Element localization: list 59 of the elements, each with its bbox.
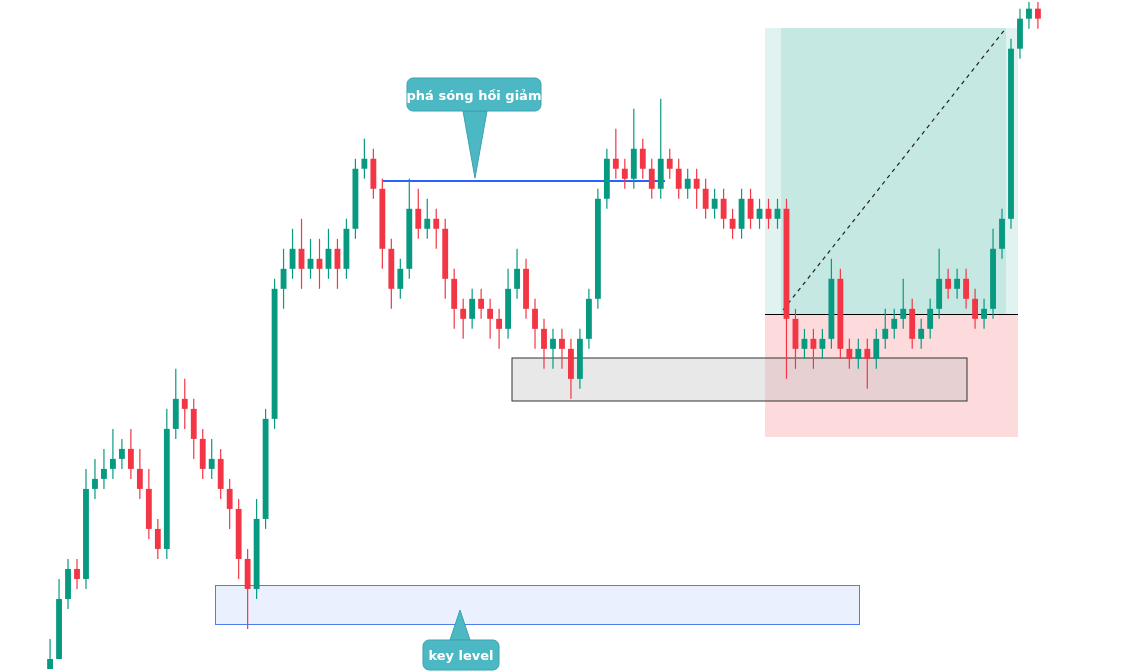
candlestick — [729, 208, 736, 240]
candlestick — [882, 308, 889, 350]
candlestick — [621, 158, 628, 190]
candlestick — [496, 308, 503, 350]
candlestick — [684, 168, 691, 200]
candlestick — [927, 298, 934, 340]
candlestick — [74, 558, 80, 590]
candlestick — [47, 638, 53, 670]
candlestick — [1026, 1, 1032, 30]
candlestick — [891, 308, 898, 340]
candlestick — [819, 328, 826, 360]
candlestick — [550, 328, 556, 370]
candlestick — [675, 158, 682, 200]
candlestick — [415, 188, 422, 240]
candlestick — [864, 338, 871, 390]
candlestick — [945, 268, 952, 300]
candlestick — [873, 328, 880, 370]
annotation: phá sóng hồi giảm — [406, 87, 542, 103]
callout-bubble: phá sóng hồi giảm — [406, 77, 542, 179]
candlestick — [118, 438, 125, 470]
candlestick — [711, 188, 718, 220]
candlestick — [693, 168, 700, 210]
candlestick — [612, 128, 619, 180]
candlestick — [181, 378, 188, 430]
candlestick — [532, 298, 538, 350]
candlestick — [361, 138, 368, 180]
candlestick — [972, 288, 978, 330]
candlestick — [1035, 1, 1041, 30]
candlestick — [154, 518, 161, 560]
candlestick — [918, 318, 925, 350]
candlestick — [855, 338, 862, 370]
candlestick — [514, 248, 520, 300]
candlestick — [559, 328, 565, 370]
candlestick — [900, 278, 907, 330]
candlestick — [226, 478, 233, 530]
candlestick — [92, 458, 98, 500]
candlestick — [487, 298, 494, 340]
candlestick — [981, 298, 987, 330]
candlestick — [648, 158, 655, 200]
candlestick — [963, 268, 970, 310]
annotation: key level — [428, 648, 494, 663]
candlestick — [110, 428, 116, 480]
candlestick — [639, 138, 646, 180]
candlestick — [460, 298, 467, 340]
candlestick — [846, 338, 853, 370]
candlestick — [720, 188, 727, 230]
candlestick — [478, 288, 485, 320]
candlestick — [127, 428, 134, 480]
candlestick — [433, 208, 440, 250]
candlestick — [702, 178, 709, 220]
candlestick — [954, 268, 961, 300]
candlestick — [397, 258, 404, 300]
candlestick — [541, 318, 547, 370]
candlestick — [666, 148, 673, 180]
candlestick — [101, 448, 107, 490]
candlestick — [469, 288, 476, 330]
candlestick — [424, 198, 431, 240]
candlestick — [136, 448, 143, 500]
candlestick — [208, 438, 215, 480]
